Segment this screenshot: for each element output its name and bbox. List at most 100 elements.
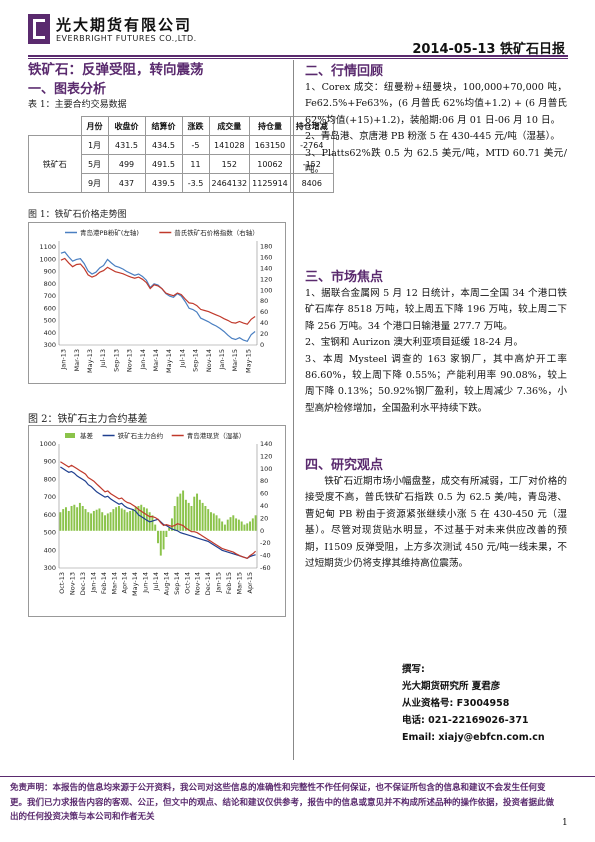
basis-bar — [95, 509, 98, 531]
company-logo — [28, 14, 50, 44]
x-tick-label: May-14 — [165, 349, 173, 373]
table-cell: 434.5 — [144, 135, 183, 155]
col-header: 持仓量 — [249, 116, 291, 136]
y-right-tick-label: 140 — [260, 440, 272, 448]
basis-bar — [73, 504, 76, 531]
table-cell: 499 — [107, 154, 146, 174]
author-org: 光大期货研究所 夏君彦 — [402, 681, 501, 692]
basis-bar — [112, 509, 115, 531]
table-cell: 1月 — [80, 135, 109, 155]
x-tick-label: Jan-13 — [60, 349, 68, 371]
table-cell: 8406 — [289, 173, 334, 193]
y-right-tick-label: 120 — [260, 275, 272, 283]
y-right-tick-label: 40 — [260, 319, 268, 327]
basis-bar — [137, 506, 140, 531]
x-tick-label: Nov-14 — [194, 572, 202, 595]
y-right-tick-label: 80 — [260, 297, 268, 305]
basis-bar — [218, 518, 221, 531]
basis-bar — [176, 496, 179, 531]
basis-bar — [123, 509, 126, 531]
fig1-caption: 图 1：铁矿石价格走势图 — [28, 210, 127, 220]
basis-bar — [159, 530, 162, 556]
y-left-tick-label: 500 — [44, 317, 56, 325]
x-tick-label: Jan-15 — [218, 349, 226, 371]
trade-table: 月份 收盘价 结算价 涨跌 成交量 持仓量 持仓增减 铁矿石 1月 431.5 … — [28, 116, 334, 193]
y-right-tick-label: 120 — [260, 452, 272, 460]
y-right-tick-label: 180 — [260, 242, 272, 250]
basis-bar — [70, 506, 73, 531]
basis-bar — [84, 509, 87, 531]
basis-bar — [154, 524, 157, 531]
x-tick-label: Apr-15 — [246, 572, 254, 593]
legend-label: 铁矿石主力合约 — [118, 431, 164, 440]
paragraph: 2、宝钢和 Aurizon 澳大利亚项目延缓 18-24 月。 — [305, 337, 524, 349]
section3-body: 1、据联合金属网 5 月 12 日统计，本周二全国 34 个港口铁矿石库存 85… — [305, 286, 567, 417]
disclaimer: 免责声明：本报告的信息均来源于公开资料，我公司对这些信息的准确性和完整性不作任何… — [10, 783, 555, 822]
basis-bar — [59, 512, 62, 531]
table-corner — [28, 116, 82, 136]
legend-label: 青岛港现货（湿基） — [187, 431, 246, 440]
col-header: 收盘价 — [107, 116, 146, 136]
y-left-tick-label: 600 — [44, 304, 56, 312]
header-divider-thin — [28, 58, 568, 59]
x-tick-label: Dec-13 — [79, 572, 87, 595]
x-tick-label: Aug-14 — [162, 572, 170, 595]
fig2-caption: 图 2：铁矿石主力合约基差 — [28, 414, 148, 425]
y-right-tick-label: 160 — [260, 253, 272, 261]
y-left-tick-label: 500 — [44, 529, 56, 537]
legend-swatch — [65, 433, 75, 438]
x-tick-label: Feb-14 — [100, 572, 108, 594]
basis-bar — [90, 513, 93, 531]
y-right-tick-label: -60 — [260, 564, 271, 572]
x-tick-label: Jan-14 — [139, 349, 147, 371]
x-tick-label: Nov-13 — [126, 349, 134, 372]
basis-bar — [251, 518, 254, 531]
y-left-tick-label: 1000 — [39, 440, 56, 448]
price-trend-chart: 300 400 500 600 700 800 900 1000 1100 0 20 40 60 80 10… — [39, 228, 272, 373]
x-tick-label: May-15 — [244, 349, 252, 373]
y-right-tick-label: 60 — [260, 490, 268, 498]
y-left-tick-label: 700 — [44, 292, 56, 300]
x-tick-label: Jan-15 — [215, 572, 223, 594]
basis-bar — [151, 515, 154, 531]
contract-table: 月份 收盘价 结算价 涨跌 成交量 持仓量 持仓增减 铁矿石 1月 431.5 … — [28, 116, 334, 193]
legend-label: 青岛港PB粉矿(左轴) — [80, 228, 139, 237]
author-phone: 电话: 021-22169026-371 — [402, 715, 529, 726]
x-tick-label: Dec-14 — [204, 572, 212, 595]
basis-bar — [115, 507, 118, 531]
basis-bar — [106, 513, 109, 531]
report-title: 2014-05-13 铁矿石日报 — [412, 42, 565, 57]
table-cell: -3.5 — [181, 173, 210, 193]
basis-bar — [187, 502, 190, 531]
y-right-tick-label: 20 — [260, 330, 268, 338]
table-cell: 163150 — [249, 135, 291, 155]
basis-bar — [243, 524, 246, 531]
basis-bar — [140, 504, 143, 531]
paragraph: 3、本周 Mysteel 调查的 163 家钢厂，其中高炉开工率 86.60%，… — [305, 353, 567, 414]
chart2-frame: 300 400 500 600 700 800 900 1000 -60 -40 -20 0 20 40 6… — [28, 425, 286, 617]
basis-bar — [64, 507, 67, 531]
author-label: 撰写: — [402, 664, 425, 675]
basis-bar — [221, 521, 224, 531]
col-header: 月份 — [80, 116, 109, 136]
y-left-tick-label: 300 — [44, 564, 56, 572]
basis-bar — [67, 510, 70, 531]
x-tick-label: Jun-14 — [142, 572, 150, 594]
col-header: 涨跌 — [181, 116, 210, 136]
x-tick-label: Jul-14 — [152, 572, 160, 591]
basis-bar — [81, 506, 84, 531]
basis-bar — [237, 519, 240, 531]
table-cell: -5 — [181, 135, 210, 155]
y-right-tick-label: 20 — [260, 514, 268, 522]
y-left-tick-label: 400 — [44, 546, 56, 554]
x-tick-label: Sep-13 — [112, 349, 120, 372]
table-cell: 1125914 — [249, 173, 291, 193]
basis-bar — [162, 530, 165, 550]
table-cell: 5月 — [80, 154, 109, 174]
table-cell: 141028 — [208, 135, 251, 155]
basis-bar — [226, 519, 229, 531]
y-right-tick-label: 0 — [260, 527, 264, 535]
basis-bar — [254, 515, 257, 531]
paragraph: 1、Corex 成交：纽曼粉+纽曼块，100,000+70,000 吨，Fe62… — [305, 82, 567, 126]
y-left-tick-label: 400 — [44, 329, 56, 337]
